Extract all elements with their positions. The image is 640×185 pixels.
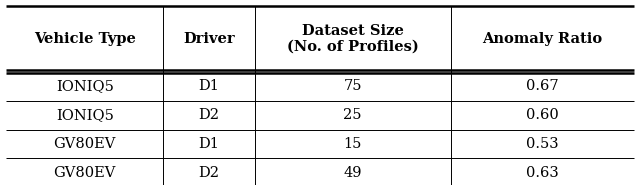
Text: IONIQ5: IONIQ5 <box>56 80 114 93</box>
Text: GV80EV: GV80EV <box>54 166 116 179</box>
Text: IONIQ5: IONIQ5 <box>56 108 114 122</box>
Text: 0.67: 0.67 <box>526 80 559 93</box>
Text: D1: D1 <box>198 137 220 151</box>
Text: Driver: Driver <box>183 32 235 46</box>
Text: 0.60: 0.60 <box>525 108 559 122</box>
Text: D2: D2 <box>198 108 220 122</box>
Text: D1: D1 <box>198 80 220 93</box>
Text: 75: 75 <box>344 80 362 93</box>
Text: 49: 49 <box>344 166 362 179</box>
Text: Dataset Size
(No. of Profiles): Dataset Size (No. of Profiles) <box>287 24 419 54</box>
Text: 15: 15 <box>344 137 362 151</box>
Text: 0.53: 0.53 <box>526 137 559 151</box>
Text: Anomaly Ratio: Anomaly Ratio <box>482 32 602 46</box>
Text: 0.63: 0.63 <box>525 166 559 179</box>
Text: 25: 25 <box>344 108 362 122</box>
Text: Vehicle Type: Vehicle Type <box>34 32 136 46</box>
Text: GV80EV: GV80EV <box>54 137 116 151</box>
Text: D2: D2 <box>198 166 220 179</box>
